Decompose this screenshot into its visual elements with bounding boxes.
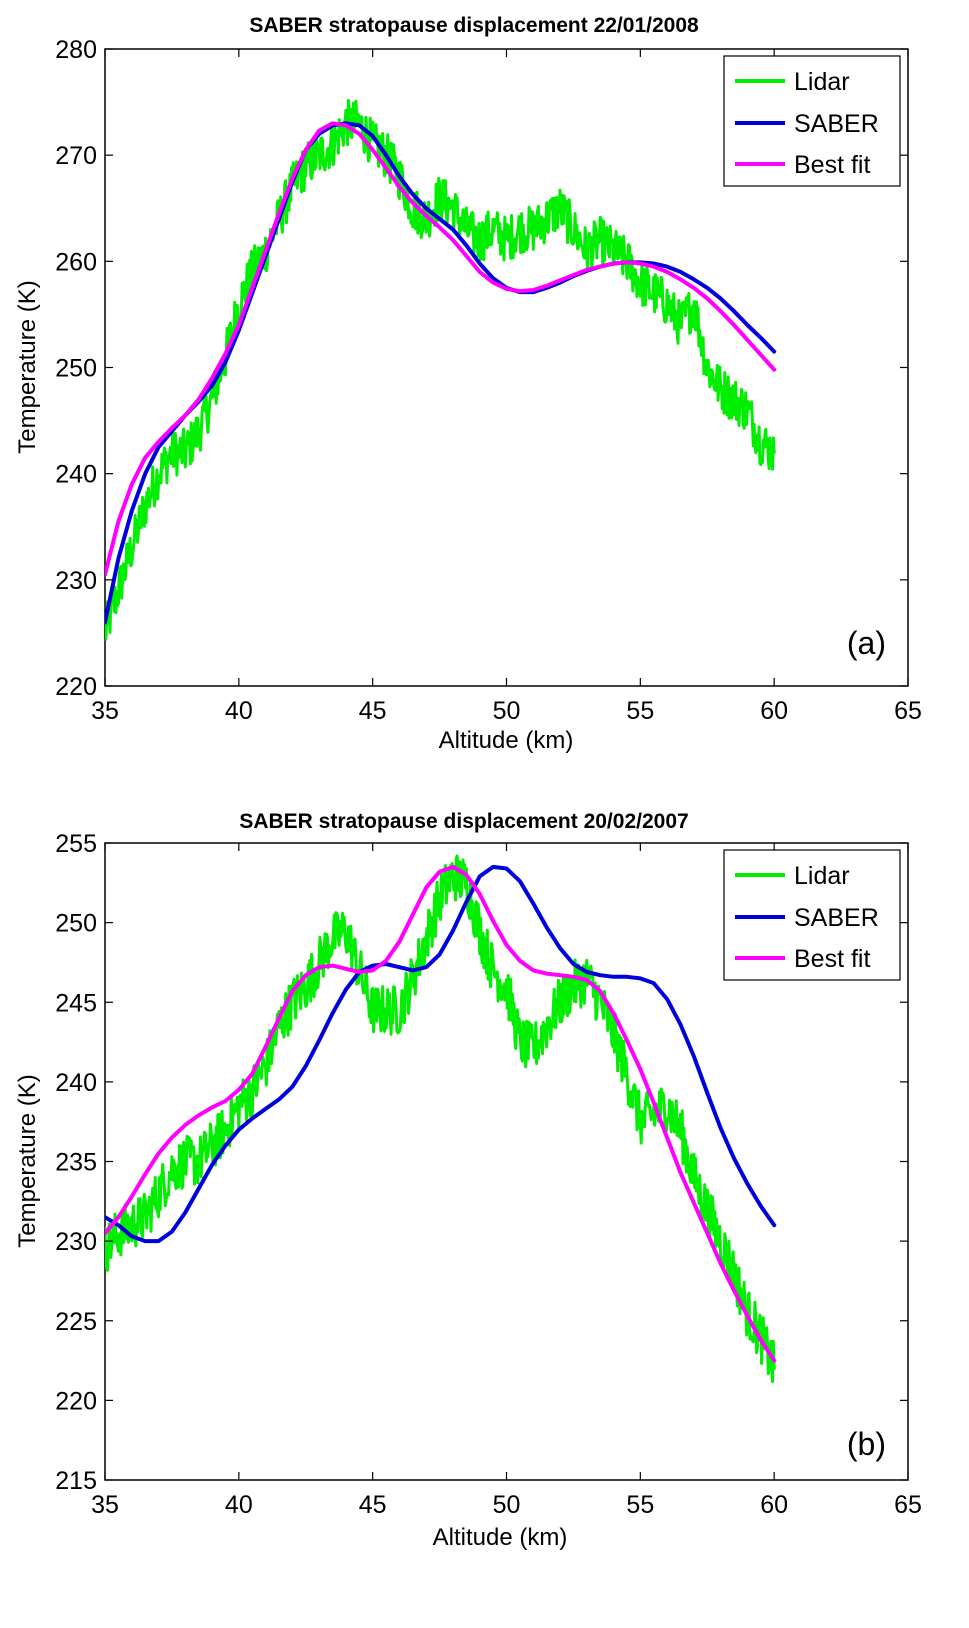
x-tick-label: 55 [626, 1491, 654, 1519]
x-tick-label: 35 [91, 697, 119, 725]
x-tick-label: 55 [626, 697, 654, 725]
x-tick-label: 40 [225, 697, 253, 725]
y-axis-label: Temperature (K) [14, 280, 41, 453]
series-line-lidar [105, 854, 776, 1383]
y-tick-label: 220 [55, 673, 97, 701]
y-tick-label: 225 [55, 1308, 97, 1336]
x-tick-label: 50 [493, 697, 521, 725]
y-tick-label: 255 [55, 830, 97, 858]
series-line-lidar [105, 98, 776, 641]
y-tick-label: 245 [55, 989, 97, 1017]
x-tick-label: 50 [493, 1491, 521, 1519]
y-tick-label: 220 [55, 1387, 97, 1415]
axis-ticks: 35 40 45 50 55 60 65 215 220 225 230 235 240 245 250 25… [55, 830, 922, 1519]
series-line-saber [105, 121, 777, 625]
y-tick-label: 270 [55, 142, 97, 170]
chart-title: SABER stratopause displacement 22/01/200… [249, 14, 699, 37]
legend-label-best-fit: Best fit [794, 151, 870, 179]
axis-ticks: 35 40 45 50 55 60 65 220 230 240 250 260 270 280 [55, 36, 922, 725]
series-line-saber [105, 864, 777, 1244]
legend-label-lidar: Lidar [794, 68, 850, 96]
legend: Lidar SABER Best fit [723, 849, 901, 981]
panel-label: (a) [847, 625, 886, 661]
y-tick-label: 250 [55, 355, 97, 383]
y-tick-label: 260 [55, 248, 97, 276]
x-tick-label: 35 [91, 1491, 119, 1519]
series-line-best-fit [105, 121, 777, 577]
y-axis-label: Temperature (K) [14, 1074, 41, 1247]
legend-label-saber: SABER [794, 110, 879, 138]
plot-lines [105, 854, 777, 1383]
x-tick-label: 45 [359, 697, 387, 725]
y-tick-label: 230 [55, 567, 97, 595]
x-axis-label: Altitude (km) [439, 727, 574, 754]
chart-panel-b: SABER stratopause displacement 20/02/200… [14, 810, 922, 1551]
x-tick-label: 60 [760, 697, 788, 725]
y-tick-label: 235 [55, 1149, 97, 1177]
plot-lines [105, 98, 777, 641]
chart-panel-a: SABER stratopause displacement 22/01/200… [14, 14, 922, 754]
series-line-best-fit [105, 864, 777, 1363]
legend-label-best-fit: Best fit [794, 945, 870, 973]
y-tick-label: 280 [55, 36, 97, 64]
y-tick-label: 240 [55, 1069, 97, 1097]
x-tick-label: 60 [760, 1491, 788, 1519]
x-axis-label: Altitude (km) [433, 1524, 568, 1551]
x-tick-label: 65 [894, 697, 922, 725]
x-tick-label: 40 [225, 1491, 253, 1519]
chart-title: SABER stratopause displacement 20/02/200… [239, 810, 688, 833]
legend-label-lidar: Lidar [794, 862, 850, 890]
y-tick-label: 215 [55, 1467, 97, 1495]
y-tick-label: 230 [55, 1228, 97, 1256]
y-tick-label: 250 [55, 910, 97, 938]
legend-label-saber: SABER [794, 904, 879, 932]
y-tick-label: 240 [55, 461, 97, 489]
legend: Lidar SABER Best fit [723, 55, 901, 187]
x-tick-label: 45 [359, 1491, 387, 1519]
x-tick-label: 65 [894, 1491, 922, 1519]
panel-label: (b) [847, 1426, 886, 1462]
